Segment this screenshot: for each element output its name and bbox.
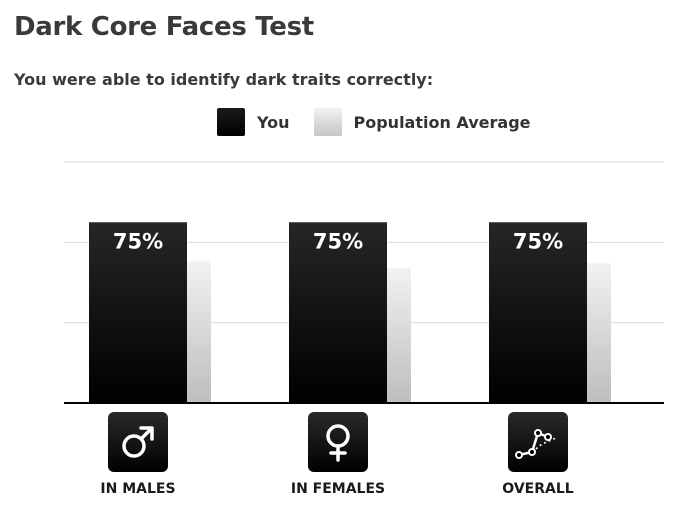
male-symbol-icon [108,412,168,472]
data-label-you-in-females: 75% [313,229,363,253]
category-label-in-males: IN MALES [100,481,176,497]
bar-you-overall [489,222,587,403]
bars [89,222,611,403]
category-label-in-females: IN FEMALES [290,481,386,497]
bar-you-in-females [289,222,387,403]
legend-label-you: You [257,112,290,132]
page-title: Dark Core Faces Test [14,12,314,42]
data-labels: 75% 75% 75% [113,229,563,253]
bar-chart: 75% 75% 75% [64,161,664,404]
data-label-you-overall: 75% [513,229,563,253]
chart-legend: You Population Average [217,108,531,136]
legend-label-population-average: Population Average [353,112,531,132]
bar-you-in-males [89,222,187,403]
legend-swatch-population-average [313,108,342,136]
bar-population-average-in-females [387,268,411,403]
page-subtitle: You were able to identify dark traits co… [14,70,434,89]
bar-population-average-overall [587,263,611,403]
category-label-overall: OVERALL [502,481,574,497]
bar-population-average-in-males [187,260,211,403]
line-graph-icon [508,412,568,472]
data-label-you-in-males: 75% [113,229,163,253]
female-symbol-icon [308,412,368,472]
legend-swatch-you [217,108,245,136]
legend-item-you: You [217,108,290,136]
legend-item-population-average: Population Average [313,108,531,136]
